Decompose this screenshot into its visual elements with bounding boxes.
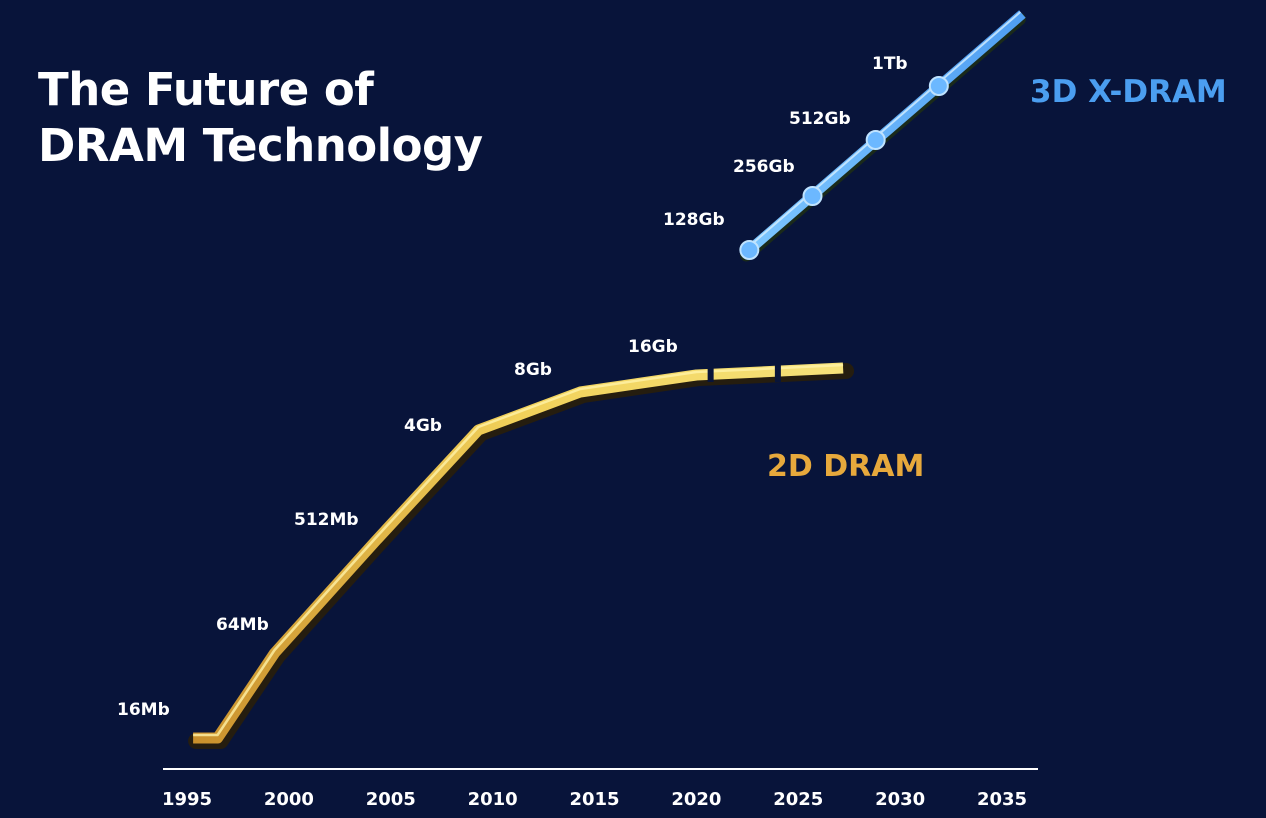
point-labels-2d: 16Mb 64Mb 512Mb 4Gb 8Gb 16Gb xyxy=(117,337,678,720)
point-label-8gb: 8Gb xyxy=(514,360,552,380)
marker-3d-512Gb xyxy=(865,130,886,150)
point-label-16mb: 16Mb xyxy=(117,700,170,720)
series-2d-dram-segment-gaps xyxy=(707,364,781,382)
series-2d-dram-line xyxy=(193,362,844,744)
x-axis-tick-labels: 1995 2000 2005 2010 2015 2020 2025 2030 2035 xyxy=(162,789,1027,810)
point-label-16gb: 16Gb xyxy=(628,337,678,357)
x-tick-label-2015: 2015 xyxy=(569,789,619,810)
point-label-4gb: 4Gb xyxy=(404,416,442,436)
series-2d-dram-shadow xyxy=(188,363,855,749)
segment-gap-0 xyxy=(707,364,714,382)
point-label-128gb: 128Gb xyxy=(663,210,725,230)
x-tick-label-2020: 2020 xyxy=(671,789,721,810)
chart-title-line-2: DRAM Technology xyxy=(38,119,483,172)
x-tick-label-1995: 1995 xyxy=(162,789,212,810)
x-tick-label-2025: 2025 xyxy=(773,789,823,810)
marker-3d-256Gb xyxy=(802,186,823,206)
x-tick-label-2035: 2035 xyxy=(977,789,1027,810)
marker-3d-128Gb xyxy=(739,240,760,260)
series-label-2d-dram: 2D DRAM xyxy=(767,449,924,484)
point-label-256gb: 256Gb xyxy=(733,157,795,177)
x-tick-label-2010: 2010 xyxy=(468,789,518,810)
point-label-512gb: 512Gb xyxy=(789,109,851,129)
series-3d-xdram-markers xyxy=(739,76,949,260)
series-2d-dram-highlight xyxy=(193,363,844,737)
point-label-1tb: 1Tb xyxy=(872,54,908,74)
chart-title-line-1: The Future of xyxy=(38,63,374,116)
marker-3d-1Tb xyxy=(928,76,949,96)
series-3d-xdram-highlight xyxy=(746,11,1022,249)
x-tick-label-2005: 2005 xyxy=(366,789,416,810)
point-labels-3d: 128Gb 256Gb 512Gb 1Tb xyxy=(663,54,908,230)
point-label-64mb: 64Mb xyxy=(216,615,269,635)
x-tick-label-2030: 2030 xyxy=(875,789,925,810)
series-label-3d-xdram: 3D X-DRAM xyxy=(1030,74,1227,110)
segment-gap-1 xyxy=(774,364,781,382)
chart-title: The Future of DRAM Technology xyxy=(38,62,483,174)
x-tick-label-2000: 2000 xyxy=(264,789,314,810)
series-3d-xdram-line xyxy=(746,10,1026,254)
point-label-512mb: 512Mb xyxy=(294,510,359,530)
